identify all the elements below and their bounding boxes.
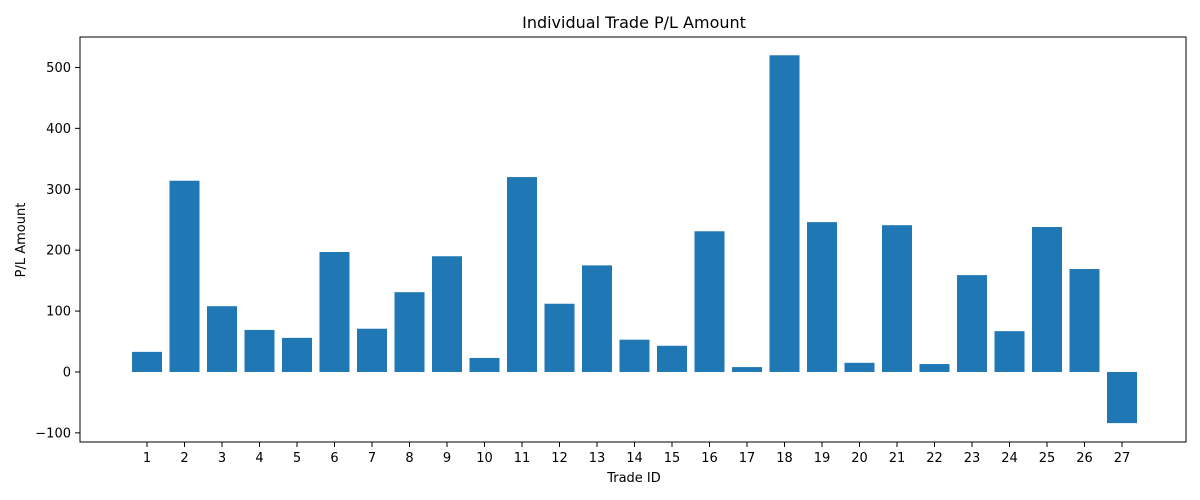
bar-trade-3	[207, 306, 237, 372]
chart-title: Individual Trade P/L Amount	[522, 13, 746, 32]
bar-trade-11	[507, 177, 537, 372]
x-tick-label: 10	[476, 451, 493, 466]
plot-frame	[79, 36, 1187, 443]
x-tick-label: 15	[664, 451, 681, 466]
x-tick-label: 25	[1039, 451, 1056, 466]
x-tick-label: 23	[964, 451, 981, 466]
x-tick-label: 12	[551, 451, 568, 466]
bar-trade-13	[582, 265, 612, 372]
x-tick-label: 8	[405, 451, 413, 466]
x-tick-label: 6	[330, 451, 338, 466]
bar-trade-12	[544, 303, 575, 372]
x-tick-label: 9	[443, 451, 451, 466]
x-tick-label: 17	[739, 451, 756, 466]
y-tick-label: 300	[46, 183, 71, 198]
x-tick-label: 27	[1114, 451, 1131, 466]
x-tick-label: 2	[180, 451, 188, 466]
x-axis: 1 2 3 4 5 6 7 8 9 10 11 12 13 14 15 16 17 18 19 20 21 22 23 24 2…	[143, 442, 1130, 466]
x-tick-label: 3	[218, 451, 226, 466]
bar-trade-1	[132, 351, 162, 372]
bar-trade-10	[469, 357, 500, 372]
x-tick-label: 13	[589, 451, 606, 466]
bar-trade-23	[957, 275, 987, 372]
bar-trade-21	[882, 225, 912, 372]
bar-trade-18	[769, 55, 800, 372]
y-axis: −100 0 100 200 300 400 500	[35, 61, 80, 441]
bar-trade-19	[807, 222, 837, 372]
x-tick-label: 26	[1076, 451, 1093, 466]
bar-trade-15	[657, 345, 687, 372]
bar-trade-2	[169, 180, 200, 372]
bar-trade-25	[1032, 227, 1062, 372]
bar-trade-5	[282, 337, 312, 372]
bar-trade-16	[694, 231, 725, 372]
x-tick-label: 16	[701, 451, 718, 466]
y-axis-label: P/L Amount	[14, 203, 29, 278]
y-tick-label: 400	[46, 122, 71, 137]
y-tick-label: −100	[35, 426, 71, 441]
x-tick-label: 24	[1001, 451, 1018, 466]
bars-group	[132, 55, 1137, 424]
x-tick-label: 18	[776, 451, 793, 466]
bar-trade-22	[919, 364, 950, 372]
bar-trade-14	[619, 339, 650, 372]
x-tick-label: 19	[814, 451, 831, 466]
x-tick-label: 5	[293, 451, 301, 466]
x-tick-label: 20	[851, 451, 868, 466]
x-tick-label: 22	[926, 451, 943, 466]
y-tick-label: 100	[46, 305, 71, 320]
x-axis-label: Trade ID	[606, 471, 661, 486]
x-tick-label: 21	[889, 451, 906, 466]
bar-trade-17	[732, 367, 762, 372]
x-tick-label: 7	[368, 451, 376, 466]
bar-trade-7	[357, 328, 387, 372]
x-tick-label: 4	[255, 451, 263, 466]
bar-trade-9	[432, 256, 462, 372]
bar-trade-4	[244, 329, 275, 372]
bar-trade-26	[1069, 269, 1100, 372]
x-tick-label: 14	[626, 451, 643, 466]
bar-trade-6	[319, 251, 350, 372]
bar-trade-8	[394, 292, 425, 372]
bar-trade-27	[1107, 371, 1137, 424]
x-tick-label: 1	[143, 451, 151, 466]
y-tick-label: 500	[46, 61, 71, 76]
bar-trade-24	[994, 331, 1025, 372]
x-tick-label: 11	[514, 451, 531, 466]
bar-trade-20	[844, 362, 875, 372]
y-tick-label: 200	[46, 244, 71, 259]
y-tick-label: 0	[63, 365, 71, 380]
